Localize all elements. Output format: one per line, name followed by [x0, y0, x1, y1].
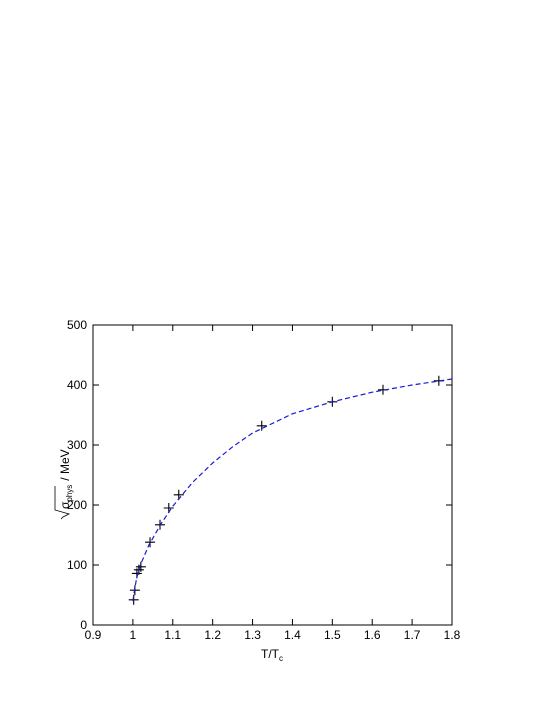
- x-label-sub: c: [279, 654, 283, 663]
- data-point: [145, 537, 156, 548]
- x-tick-label: 1.6: [364, 628, 381, 642]
- y-tick-label: 300: [67, 438, 87, 452]
- x-tick-label: 1.5: [324, 628, 341, 642]
- x-tick-label: 1.3: [244, 628, 261, 642]
- y-tick-label: 0: [80, 618, 87, 632]
- y-label-unit: / MeV: [58, 449, 72, 480]
- y-tick-label: 100: [67, 558, 87, 572]
- x-tick-label: 1.8: [444, 628, 461, 642]
- y-tick-label: 200: [67, 498, 87, 512]
- x-axis-label: T/Tc: [261, 647, 283, 663]
- plot-frame: [92, 324, 453, 626]
- y-label-main: σ: [58, 501, 72, 509]
- y-label-sub: phys: [65, 485, 74, 502]
- radical-sign: [54, 486, 71, 520]
- x-label-main: T/T: [261, 647, 280, 661]
- y-tick-label: 400: [67, 378, 87, 392]
- x-tick-label: 0.9: [85, 628, 102, 642]
- x-tick-label: 1: [130, 628, 137, 642]
- data-point: [256, 420, 267, 431]
- data-point: [135, 561, 146, 572]
- y-axis-label: σphys / MeV: [54, 449, 74, 520]
- y-tick-label: 500: [67, 318, 87, 332]
- x-tick-label: 1.4: [284, 628, 301, 642]
- x-tick-label: 1.7: [404, 628, 421, 642]
- x-tick-label: 1.2: [204, 628, 221, 642]
- fit-line: [132, 378, 453, 602]
- x-tick-label: 1.1: [164, 628, 181, 642]
- y-label-text: σphys / MeV: [58, 449, 74, 509]
